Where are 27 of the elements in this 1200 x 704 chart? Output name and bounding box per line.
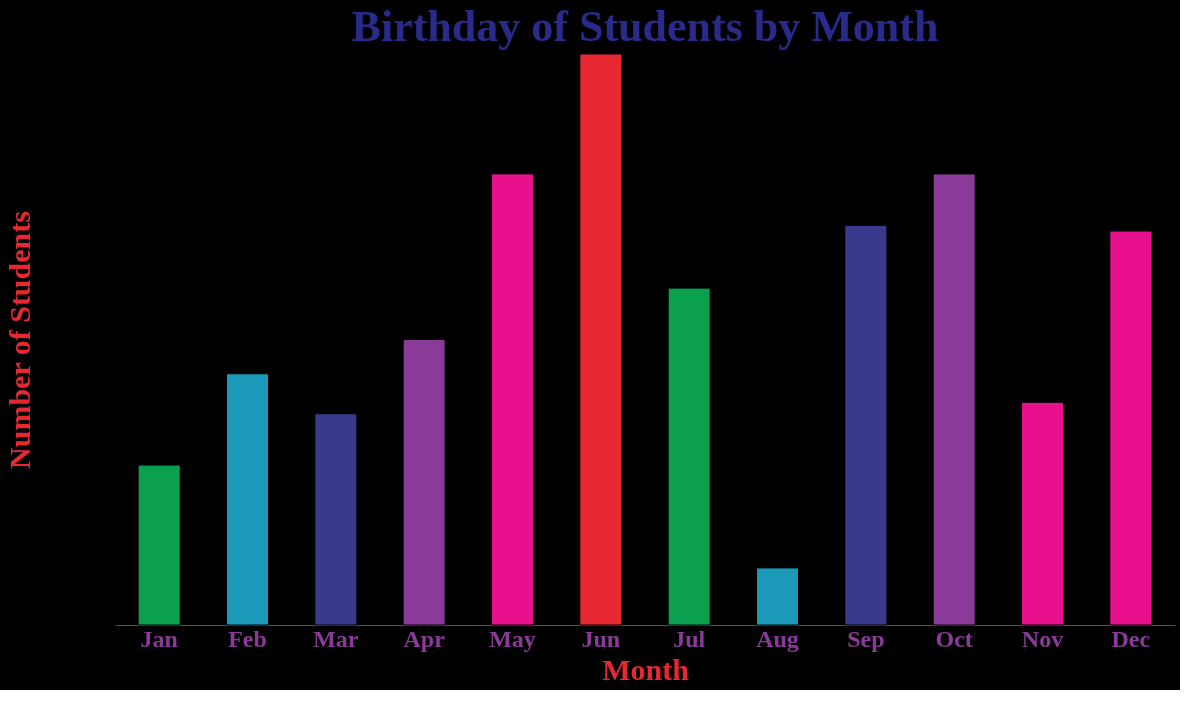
bar: [579, 53, 623, 626]
bar: [226, 373, 269, 626]
x-tick-label: Jun: [581, 625, 621, 652]
x-tick-label: Apr: [403, 625, 446, 652]
x-tick-label: Dec: [1111, 625, 1151, 652]
bar: [1109, 230, 1153, 626]
bar: [932, 173, 976, 626]
x-tick-label: Oct: [935, 625, 973, 652]
bar: [1021, 401, 1064, 626]
x-tick-label: Aug: [756, 625, 799, 652]
x-tick-label: Nov: [1021, 625, 1064, 652]
bar: [402, 339, 446, 626]
x-tick-label: Sep: [847, 625, 885, 652]
x-tick-label: Feb: [228, 625, 267, 652]
x-axis-title: Month: [602, 652, 690, 686]
bar: [137, 464, 181, 626]
x-tick-label: May: [489, 625, 536, 652]
x-tick-label: Jul: [673, 625, 706, 652]
bar: [756, 567, 799, 626]
y-axis-title: Number of Students: [2, 211, 36, 469]
bar: [491, 173, 534, 626]
bar: [667, 287, 711, 626]
bar: [844, 224, 888, 626]
x-tick-label: Jan: [140, 625, 178, 652]
x-tick-label: Mar: [313, 625, 359, 652]
chart-title: Birthday of Students by Month: [351, 1, 939, 51]
bar: [314, 413, 358, 626]
